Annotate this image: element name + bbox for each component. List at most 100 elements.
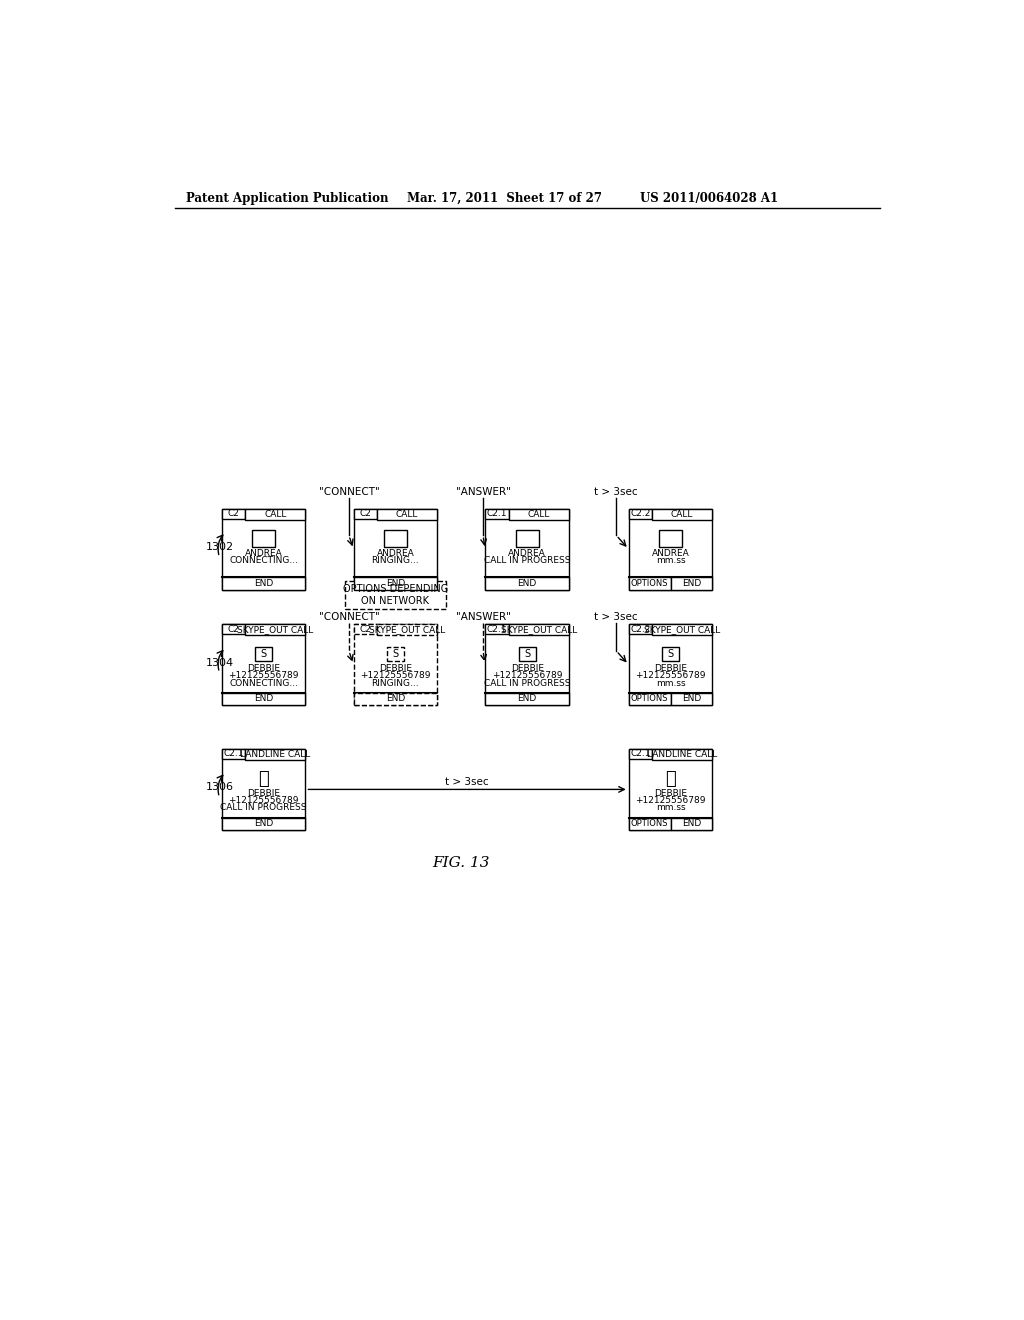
Bar xyxy=(252,529,275,546)
Text: "CONNECT": "CONNECT" xyxy=(318,611,379,622)
Text: t > 3sec: t > 3sec xyxy=(445,776,488,787)
Text: ANDREA: ANDREA xyxy=(651,549,689,557)
Text: SKYPE_OUT CALL: SKYPE_OUT CALL xyxy=(238,626,313,634)
Text: END: END xyxy=(517,579,537,587)
Text: SKYPE_OUT CALL: SKYPE_OUT CALL xyxy=(501,626,577,634)
Bar xyxy=(353,624,377,635)
Text: OPTIONS DEPENDING
ON NETWORK: OPTIONS DEPENDING ON NETWORK xyxy=(343,585,449,606)
Bar xyxy=(658,529,682,546)
Bar xyxy=(485,624,509,635)
Text: +12125556789: +12125556789 xyxy=(228,796,299,805)
Text: C2: C2 xyxy=(227,510,240,519)
Text: 📞: 📞 xyxy=(666,771,676,788)
Bar xyxy=(671,693,713,705)
Bar xyxy=(384,529,407,546)
Text: OPTIONS: OPTIONS xyxy=(631,820,669,828)
Text: S: S xyxy=(524,649,530,659)
Text: Patent Application Publication: Patent Application Publication xyxy=(186,191,389,205)
Text: END: END xyxy=(254,694,273,704)
Text: C2: C2 xyxy=(359,510,371,519)
Text: +12125556789: +12125556789 xyxy=(492,672,562,680)
Text: DEBBIE: DEBBIE xyxy=(379,664,412,673)
Text: SKYPE_OUT CALL: SKYPE_OUT CALL xyxy=(644,626,720,634)
Bar xyxy=(629,577,671,590)
Text: CALL: CALL xyxy=(527,510,550,519)
Text: FIG. 13: FIG. 13 xyxy=(432,855,490,870)
Bar xyxy=(629,748,652,759)
Text: CONNECTING...: CONNECTING... xyxy=(229,678,298,688)
Text: C2: C2 xyxy=(359,624,371,634)
Text: +12125556789: +12125556789 xyxy=(635,672,706,680)
Text: "ANSWER": "ANSWER" xyxy=(456,487,510,496)
Text: t > 3sec: t > 3sec xyxy=(595,611,638,622)
Text: +12125556789: +12125556789 xyxy=(228,672,299,680)
Text: C2.1: C2.1 xyxy=(223,750,244,759)
Bar xyxy=(222,748,245,759)
Text: 1302: 1302 xyxy=(206,543,233,552)
Text: Mar. 17, 2011  Sheet 17 of 27: Mar. 17, 2011 Sheet 17 of 27 xyxy=(407,191,602,205)
Bar xyxy=(245,748,305,760)
Text: CALL: CALL xyxy=(671,510,693,519)
Bar xyxy=(662,647,679,661)
Bar xyxy=(485,693,569,705)
Text: END: END xyxy=(386,694,406,704)
Bar xyxy=(245,624,305,635)
Text: CALL: CALL xyxy=(264,510,287,519)
Text: END: END xyxy=(682,694,701,704)
Bar xyxy=(245,508,305,520)
Bar xyxy=(377,508,437,520)
Text: RINGING...: RINGING... xyxy=(372,678,419,688)
Text: END: END xyxy=(254,579,273,587)
Bar xyxy=(629,508,652,519)
Bar xyxy=(222,508,245,519)
Bar xyxy=(518,647,536,661)
Bar xyxy=(353,693,437,705)
Bar xyxy=(671,817,713,830)
Text: CALL IN PROGRESS: CALL IN PROGRESS xyxy=(484,556,570,565)
Text: CALL IN PROGRESS: CALL IN PROGRESS xyxy=(220,804,307,812)
Text: DEBBIE: DEBBIE xyxy=(247,789,281,797)
Bar xyxy=(629,817,671,830)
Text: S: S xyxy=(392,649,398,659)
Bar xyxy=(629,693,671,705)
Text: ANDREA: ANDREA xyxy=(508,549,546,557)
Text: mm.ss: mm.ss xyxy=(655,678,685,688)
Text: C2.2: C2.2 xyxy=(630,624,650,634)
Bar xyxy=(222,624,245,635)
Bar xyxy=(353,508,377,519)
Text: LANDLINE CALL: LANDLINE CALL xyxy=(647,750,717,759)
Bar xyxy=(485,508,509,519)
Text: +12125556789: +12125556789 xyxy=(635,796,706,805)
Bar xyxy=(353,508,437,590)
Text: 1304: 1304 xyxy=(206,657,233,668)
Bar xyxy=(255,647,272,661)
Text: 1306: 1306 xyxy=(206,783,233,792)
Bar xyxy=(345,581,445,609)
Bar xyxy=(485,624,569,705)
Text: +12125556789: +12125556789 xyxy=(360,672,431,680)
Text: OPTIONS: OPTIONS xyxy=(631,694,669,704)
Text: S: S xyxy=(260,649,266,659)
Text: END: END xyxy=(682,820,701,828)
Bar xyxy=(652,624,713,635)
Text: "CONNECT": "CONNECT" xyxy=(318,487,379,496)
Bar xyxy=(629,624,652,635)
Text: C2.1: C2.1 xyxy=(630,750,650,759)
Bar xyxy=(222,577,305,590)
Bar xyxy=(222,748,305,830)
Text: C2.1: C2.1 xyxy=(486,624,507,634)
Text: t > 3sec: t > 3sec xyxy=(595,487,638,496)
Text: END: END xyxy=(254,820,273,828)
Text: CALL: CALL xyxy=(396,510,418,519)
Text: RINGING...: RINGING... xyxy=(372,556,419,565)
Bar xyxy=(222,693,305,705)
Text: 📞: 📞 xyxy=(258,771,269,788)
Bar xyxy=(671,577,713,590)
Bar xyxy=(509,508,569,520)
Bar xyxy=(629,624,713,705)
Text: DEBBIE: DEBBIE xyxy=(654,789,687,797)
Text: CALL IN PROGRESS: CALL IN PROGRESS xyxy=(484,678,570,688)
Text: END: END xyxy=(386,579,406,587)
Text: S: S xyxy=(668,649,674,659)
Text: "ANSWER": "ANSWER" xyxy=(456,611,510,622)
